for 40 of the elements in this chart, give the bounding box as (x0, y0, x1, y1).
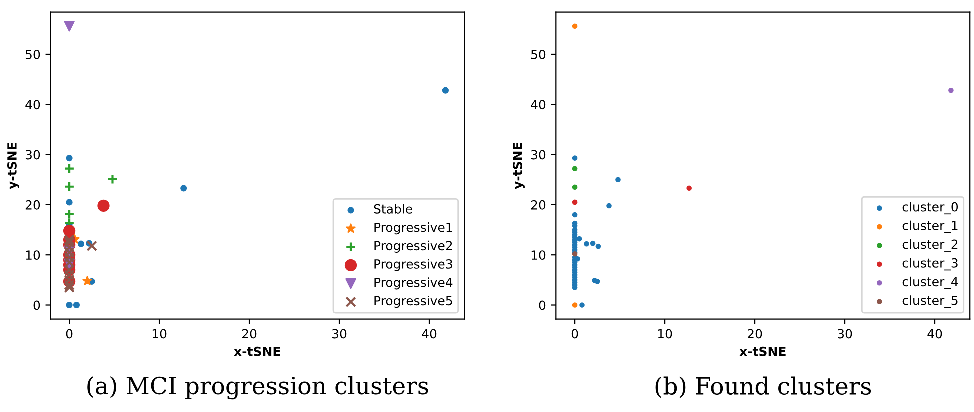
x-tick-label: 40 (928, 329, 942, 339)
legend-label: cluster_3 (902, 258, 958, 271)
y-tick-label: 20 (531, 200, 546, 210)
y-tick-label: 50 (26, 50, 40, 60)
x-tick-label: 30 (838, 329, 852, 339)
x-axis-title: x-tSNE (740, 346, 786, 356)
y-tick-label: 50 (531, 50, 546, 60)
y-tick-label: 20 (26, 200, 40, 210)
legend-label: Progressive2 (374, 240, 452, 254)
x-tick-label: 10 (152, 329, 167, 339)
legend-label: Progressive3 (374, 259, 452, 272)
text: (a) MCI progression clusters (88, 376, 428, 400)
y-axis-title: y-tSNE (7, 143, 20, 190)
legend-label: Stable (374, 204, 412, 214)
x-axis-title: x-tSNE (234, 346, 280, 356)
legend-label: cluster_1 (902, 220, 958, 234)
x-tick-label: 0 (572, 329, 578, 339)
y-axis-title: y-tSNE (512, 143, 525, 190)
x-tick-label: 20 (242, 329, 257, 339)
y-tick-label: 30 (531, 150, 546, 160)
x-tick-label: 40 (422, 329, 437, 339)
y-tick-label: 0 (34, 300, 40, 310)
legend-label: Progressive1 (374, 222, 452, 235)
y-tick-label: 30 (26, 150, 40, 160)
text: (b) Found clusters (656, 376, 872, 398)
y-tick-label: 10 (26, 250, 40, 260)
y-tick-label: 40 (531, 100, 546, 110)
legend-label: cluster_4 (902, 276, 958, 290)
legend-label: cluster_5 (902, 296, 958, 308)
legend-label: cluster_0 (902, 202, 958, 215)
y-tick-label: 0 (539, 300, 546, 310)
y-tick-label: 10 (532, 250, 546, 260)
y-tick-label: 40 (26, 100, 40, 110)
x-tick-label: 30 (332, 329, 347, 339)
legend-label: Progressive4 (374, 278, 453, 290)
legend-label: cluster_2 (902, 240, 958, 252)
legend-label: Progressive5 (374, 296, 452, 308)
x-tick-label: 10 (658, 329, 672, 339)
x-tick-label: 0 (66, 329, 73, 339)
x-tick-label: 20 (748, 329, 762, 339)
